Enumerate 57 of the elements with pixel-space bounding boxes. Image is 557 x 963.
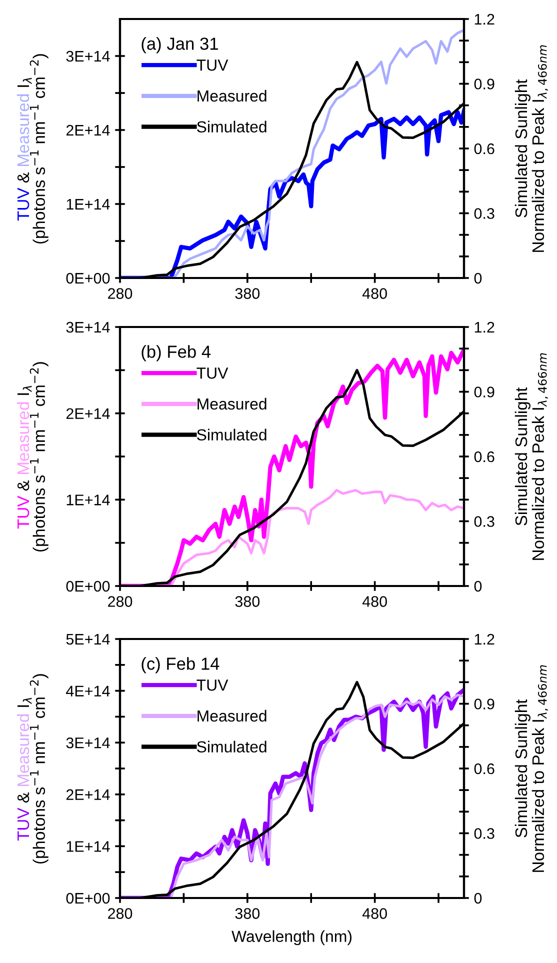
y2-axis-title: Simulated Sunlight Normalized to Peak I$_{λ,466nm}$ bbox=[514, 353, 548, 560]
y2-tick-label: 0.3 bbox=[474, 208, 494, 219]
y2-tick-label: 0.9 bbox=[474, 386, 494, 398]
y-tick-label: 3E+14 bbox=[66, 737, 110, 748]
y-tick-label: 2E+14 bbox=[66, 789, 110, 800]
x-tick-label: 380 bbox=[235, 908, 260, 919]
text: TUV & Measured I$_{λ}$ (photons s$^{−1}$ nm$^{−1}$ cm$^{−2}$) bbox=[16, 362, 48, 552]
y2-tick-label: 0.9 bbox=[474, 698, 494, 710]
legend-label: Simulated bbox=[197, 428, 266, 441]
y2-tick-label: 0.3 bbox=[474, 828, 494, 839]
y-tick-label: 3E+14 bbox=[66, 50, 110, 62]
y2-tick-label: 0 bbox=[474, 580, 482, 592]
y2-axis-title: Simulated Sunlight Normalized to Peak I$_{λ,466nm}$ bbox=[514, 45, 548, 252]
y-tick-label: 2E+14 bbox=[66, 124, 110, 136]
y-tick-label: 1E+14 bbox=[66, 841, 110, 852]
x-tick-label: 280 bbox=[108, 908, 132, 919]
x-tick-label: 380 bbox=[235, 596, 260, 607]
legend-label: Measured bbox=[198, 710, 266, 722]
y-tick-label: 3E+14 bbox=[66, 322, 110, 333]
x-tick-label: 280 bbox=[108, 288, 132, 299]
text: (c) Feb 14 bbox=[142, 657, 220, 674]
legend-label: Simulated bbox=[197, 120, 266, 133]
y2-axis-title: Simulated Sunlight Normalized to Peak I$_{λ,466nm}$ bbox=[514, 665, 548, 872]
y-tick-label: 2E+14 bbox=[66, 408, 110, 419]
y2-tick-label: 0.6 bbox=[474, 143, 494, 154]
x-tick-label: 380 bbox=[235, 288, 260, 299]
y-tick-label: 5E+14 bbox=[66, 634, 110, 645]
y-tick-label: 4E+14 bbox=[66, 686, 110, 696]
text: TUV & Measured I$_{λ}$ (photons s$^{−1}$ nm$^{−1}$ cm$^{−2}$) bbox=[16, 674, 48, 864]
y2-tick-label: 0.6 bbox=[474, 451, 494, 462]
y2-tick-label: 1.2 bbox=[474, 322, 494, 333]
legend-label: Measured bbox=[198, 398, 266, 410]
x-tick-label: 480 bbox=[362, 908, 387, 919]
text: (b) Feb 4 bbox=[142, 345, 211, 362]
text: (a) Jan 31 bbox=[142, 37, 218, 54]
y2-tick-label: 0 bbox=[474, 272, 482, 284]
y2-tick-label: 1.2 bbox=[474, 634, 494, 645]
legend-label: TUV bbox=[196, 60, 228, 71]
y2-tick-label: 0.9 bbox=[474, 78, 494, 90]
y-tick-label: 1E+14 bbox=[66, 494, 110, 506]
y-tick-label: 0E+00 bbox=[66, 580, 110, 592]
legend-label: TUV bbox=[196, 680, 228, 691]
text: TUV & Measured I$_{λ}$ (photons s$^{−1}$ nm$^{−1}$ cm$^{−2}$) bbox=[16, 54, 48, 244]
x-tick-label: 280 bbox=[108, 596, 132, 607]
x-axis-title: Wavelength (nm) bbox=[232, 930, 352, 946]
y2-tick-label: 0.6 bbox=[474, 763, 494, 774]
y2-tick-label: 0 bbox=[474, 892, 482, 904]
x-tick-label: 480 bbox=[362, 596, 387, 607]
y-tick-label: 0E+00 bbox=[66, 892, 110, 904]
legend-label: Measured bbox=[198, 90, 266, 102]
y-tick-label: 1E+14 bbox=[66, 199, 110, 210]
legend-label: TUV bbox=[196, 368, 228, 379]
y2-tick-label: 0.3 bbox=[474, 516, 494, 527]
y-tick-label: 0E+00 bbox=[66, 272, 110, 284]
legend-label: Simulated bbox=[197, 740, 266, 753]
x-tick-label: 480 bbox=[362, 288, 387, 299]
y2-tick-label: 1.2 bbox=[474, 14, 494, 25]
